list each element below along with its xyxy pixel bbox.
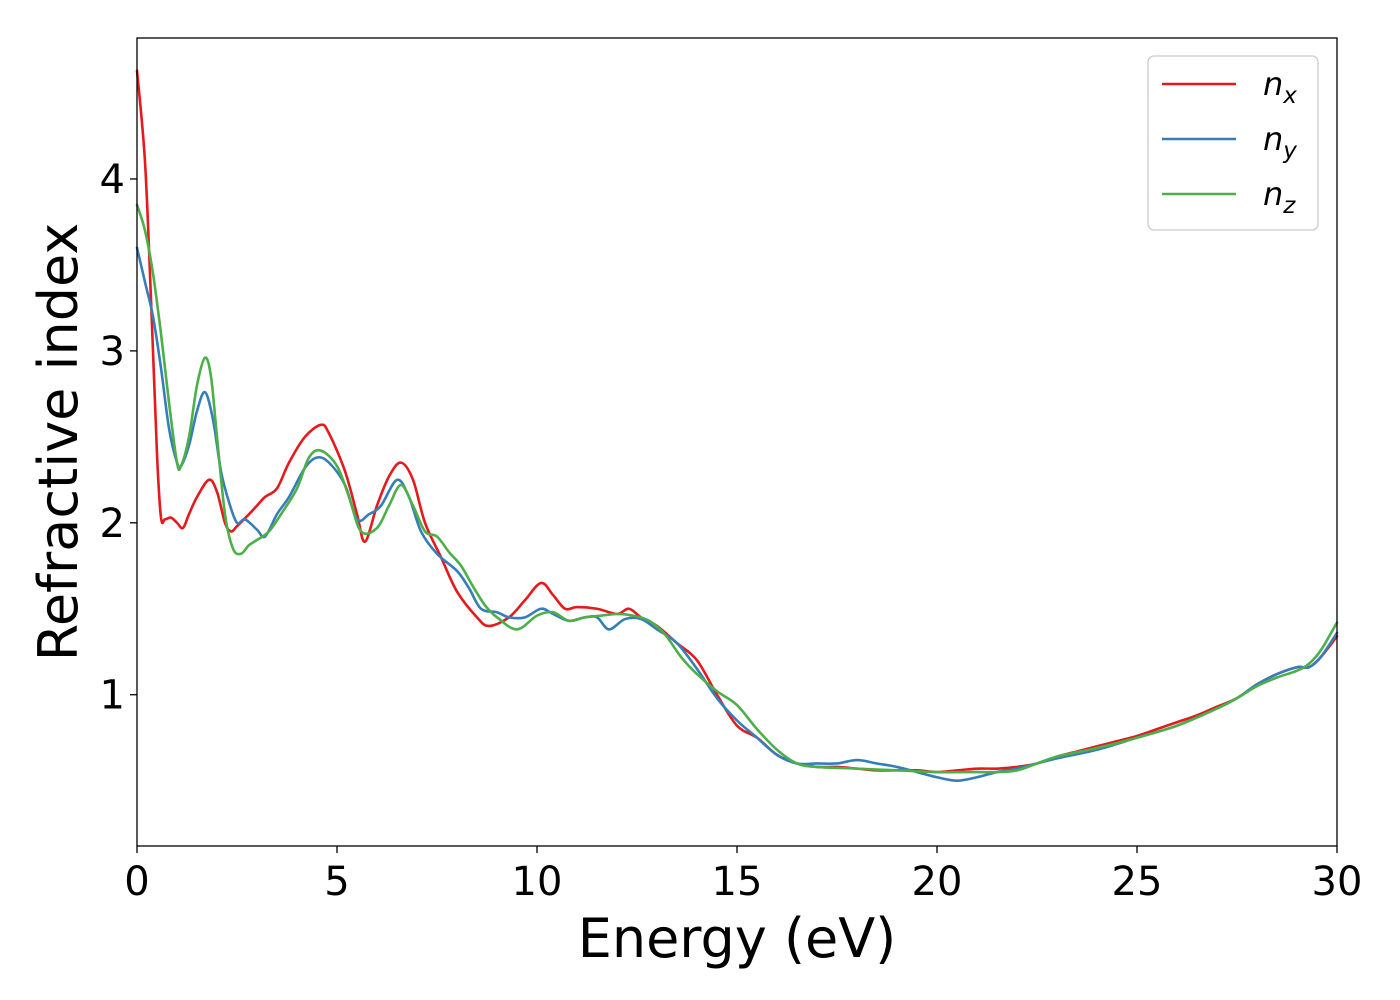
x-tick-label: 5 (324, 859, 349, 905)
y-axis-label: Refractive index (27, 223, 90, 662)
y-tick-label: 4 (100, 157, 125, 203)
y-tick-label: 1 (100, 673, 125, 719)
x-tick-label: 10 (512, 859, 563, 905)
plot-background (137, 38, 1337, 846)
x-tick-label: 0 (124, 859, 149, 905)
legend-label-nz: nz (1263, 175, 1296, 219)
y-tick-label: 2 (100, 501, 125, 547)
series-layer (135, 69, 1339, 782)
x-tick-label: 25 (1112, 859, 1163, 905)
y-tick-label: 3 (100, 329, 125, 375)
legend-frame (1147, 55, 1319, 231)
y-axis-ticks: 1 2 3 4 (100, 157, 137, 719)
series-line-nz (135, 203, 1339, 774)
x-tick-label: 30 (1312, 859, 1363, 905)
x-axis-label: Energy (eV) (578, 907, 897, 970)
x-tick-label: 15 (712, 859, 763, 905)
x-tick-label: 20 (912, 859, 963, 905)
x-axis-ticks: 0 5 10 15 20 25 30 (124, 846, 1362, 905)
